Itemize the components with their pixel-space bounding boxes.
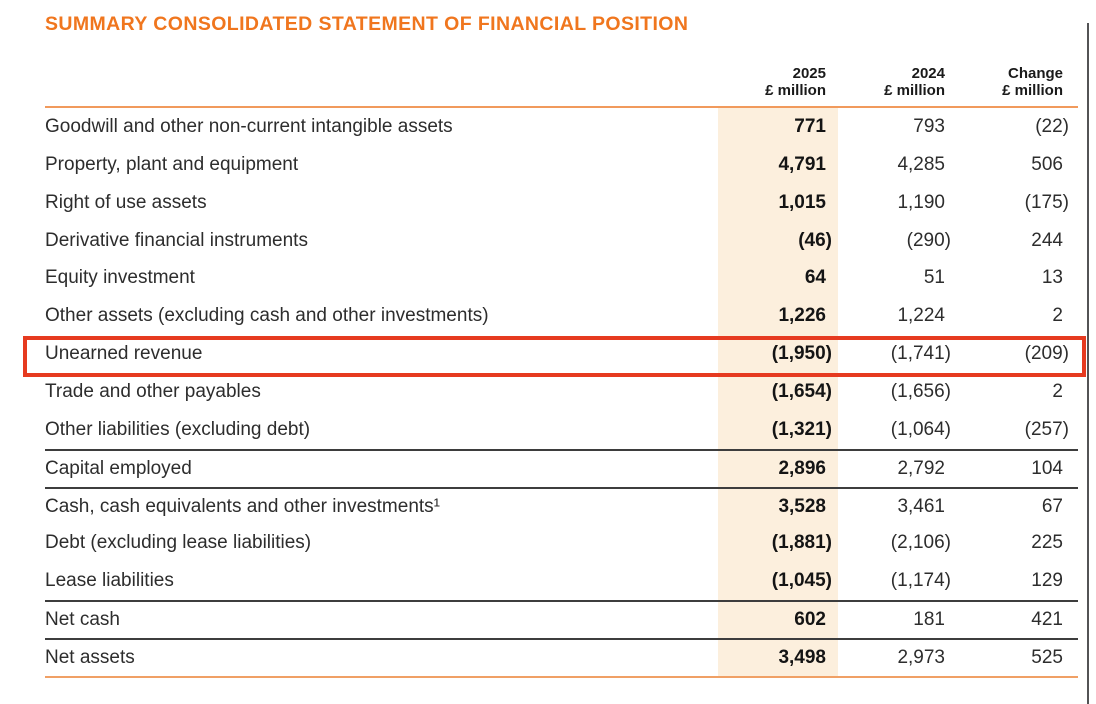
- value-2024: 2,792: [897, 457, 945, 479]
- value-change: 104: [1031, 457, 1063, 479]
- table-row: Other assets (excluding cash and other i…: [45, 297, 1078, 335]
- value-2025: 64: [804, 267, 826, 289]
- table-row: Net assets 3,498 2,973 525: [45, 638, 1078, 676]
- value-2025: (1,950): [771, 343, 832, 365]
- value-2024: 2,973: [897, 646, 945, 668]
- table-bottom-rule: [45, 675, 1078, 678]
- value-change: (22): [1035, 115, 1069, 137]
- value-2025: 4,791: [778, 153, 826, 175]
- value-2025: 2,896: [778, 457, 826, 479]
- value-2025: (1,654): [771, 380, 832, 402]
- table-row: Trade and other payables (1,654) (1,656)…: [45, 373, 1078, 411]
- current-year-column-background: [718, 108, 838, 676]
- row-label: Derivative financial instruments: [45, 229, 308, 251]
- col-header-2024: 2024 £ million: [838, 65, 945, 106]
- row-label: Trade and other payables: [45, 380, 261, 402]
- table-row: Lease liabilities (1,045) (1,174) 129: [45, 562, 1078, 600]
- value-change: 129: [1031, 570, 1063, 592]
- value-change: (257): [1024, 418, 1069, 440]
- row-label: Goodwill and other non-current intangibl…: [45, 115, 453, 137]
- value-change: 525: [1031, 646, 1063, 668]
- value-2024: (1,064): [890, 418, 951, 440]
- col-header-2025-year: 2025: [792, 65, 826, 82]
- row-label: Unearned revenue: [45, 343, 203, 365]
- unearned-revenue-highlight-box: [23, 336, 1086, 377]
- row-label: Other assets (excluding cash and other i…: [45, 305, 489, 327]
- value-2024: 793: [913, 115, 945, 137]
- row-label: Equity investment: [45, 267, 195, 289]
- value-2024: 1,224: [897, 305, 945, 327]
- value-2025: 771: [794, 115, 826, 137]
- value-change: 67: [1041, 495, 1063, 517]
- page-title: SUMMARY CONSOLIDATED STATEMENT OF FINANC…: [45, 13, 689, 35]
- value-change: 225: [1031, 532, 1063, 554]
- value-2024: (290): [906, 229, 951, 251]
- value-change: 2: [1052, 305, 1063, 327]
- value-change: 2: [1052, 380, 1063, 402]
- table-row: Equity investment 64 51 13: [45, 259, 1078, 297]
- row-label: Capital employed: [45, 457, 192, 479]
- col-header-change: Change £ million: [945, 65, 1078, 106]
- row-label: Debt (excluding lease liabilities): [45, 532, 312, 554]
- table-row: Derivative financial instruments (46) (2…: [45, 222, 1078, 260]
- table-row: Net cash 602 181 421: [45, 600, 1078, 638]
- col-header-change-unit: £ million: [1002, 82, 1063, 99]
- value-2024: (1,656): [890, 380, 951, 402]
- col-header-2025-unit: £ million: [765, 82, 826, 99]
- value-2025: (46): [798, 229, 832, 251]
- value-2024: 4,285: [897, 153, 945, 175]
- table-row: Other liabilities (excluding debt) (1,32…: [45, 411, 1078, 449]
- table-row: Debt (excluding lease liabilities) (1,88…: [45, 524, 1078, 562]
- value-2025: (1,045): [771, 570, 832, 592]
- value-2025: 3,528: [778, 495, 826, 517]
- value-2024: (1,741): [890, 343, 951, 365]
- row-label: Net cash: [45, 609, 120, 631]
- value-2024: 181: [913, 609, 945, 631]
- row-label: Cash, cash equivalents and other investm…: [45, 495, 440, 517]
- table-row: Right of use assets 1,015 1,190 (175): [45, 184, 1078, 222]
- value-2024: (1,174): [890, 570, 951, 592]
- value-2025: 3,498: [778, 646, 826, 668]
- table-body: Goodwill and other non-current intangibl…: [45, 108, 1078, 676]
- financial-position-table: 2025 £ million 2024 £ million Change £ m…: [45, 57, 1078, 678]
- value-2024: 3,461: [897, 495, 945, 517]
- col-header-empty: [45, 99, 718, 106]
- value-2025: (1,321): [771, 418, 832, 440]
- value-2024: 1,190: [897, 191, 945, 213]
- value-2025: 602: [794, 609, 826, 631]
- row-label: Net assets: [45, 646, 135, 668]
- row-label: Right of use assets: [45, 191, 207, 213]
- value-change: (175): [1024, 191, 1069, 213]
- col-header-2024-unit: £ million: [884, 82, 945, 99]
- value-change: 421: [1031, 609, 1063, 631]
- value-change: 13: [1041, 267, 1063, 289]
- value-2025: 1,015: [778, 191, 826, 213]
- value-2024: 51: [923, 267, 945, 289]
- page-edge-line: [1087, 23, 1089, 704]
- table-header-row: 2025 £ million 2024 £ million Change £ m…: [45, 57, 1078, 108]
- table-row: Cash, cash equivalents and other investm…: [45, 486, 1078, 525]
- col-header-2025: 2025 £ million: [718, 65, 838, 106]
- row-label: Other liabilities (excluding debt): [45, 418, 311, 440]
- value-2025: (1,881): [771, 532, 832, 554]
- value-2024: (2,106): [890, 532, 951, 554]
- table-row: Property, plant and equipment 4,791 4,28…: [45, 146, 1078, 184]
- col-header-2024-year: 2024: [911, 65, 945, 82]
- table-row: Goodwill and other non-current intangibl…: [45, 108, 1078, 146]
- value-change: 244: [1031, 229, 1063, 251]
- col-header-change-year: Change: [1007, 65, 1063, 82]
- value-change: (209): [1024, 343, 1069, 365]
- table-row: Capital employed 2,896 2,792 104: [45, 448, 1078, 487]
- row-label: Property, plant and equipment: [45, 153, 299, 175]
- row-label: Lease liabilities: [45, 570, 174, 592]
- value-change: 506: [1031, 153, 1063, 175]
- value-2025: 1,226: [778, 305, 826, 327]
- table-row: Unearned revenue (1,950) (1,741) (209): [45, 335, 1078, 373]
